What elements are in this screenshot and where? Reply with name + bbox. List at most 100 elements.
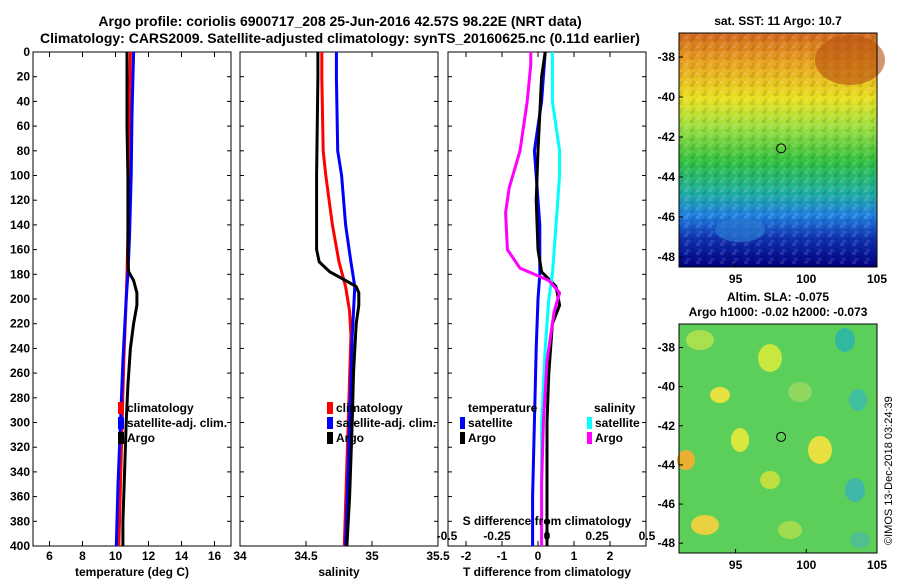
sst-cool-eddy	[715, 218, 765, 242]
difference-legend: temperature satellite Argo salinity sate…	[460, 401, 640, 445]
salinity-chart: 34 34.5 35 35.5 salinity climatology satell…	[233, 52, 450, 579]
x-tick-label: 16	[208, 549, 222, 563]
salinity-legend: climatology satellite-adj. clim. Argo	[327, 401, 436, 445]
series-line-satellite-adj-clim-	[334, 52, 357, 547]
x-tick-label: 35.5	[426, 549, 450, 563]
t-difference-x-label: T difference from climatology	[463, 565, 631, 579]
map-y-tick-label: -38	[658, 340, 676, 354]
map-y-tick-label: -44	[658, 458, 676, 472]
x-tick-label: -1	[497, 549, 508, 563]
map-y-tick-label: -48	[658, 250, 676, 264]
legend-swatch-climatology	[118, 402, 124, 414]
sst-warm-patch	[815, 35, 885, 85]
sst-map: sat. SST: 11 Argo: 10.7 95 100 105 -38 -40 -4…	[658, 14, 888, 286]
depth-tick-label: 240	[10, 341, 30, 355]
map-y-tick-label: -40	[658, 90, 676, 104]
map-y-tick-label: -46	[658, 210, 676, 224]
x-tick-label: 12	[142, 549, 156, 563]
depth-tick-label: 200	[10, 292, 30, 306]
depth-tick-label: 260	[10, 366, 30, 380]
legend-group-salinity: salinity	[594, 401, 636, 415]
depth-tick-label: 300	[10, 416, 30, 430]
figure-title-line2: Climatology: CARS2009. Satellite-adjuste…	[40, 30, 640, 46]
depth-tick-label: 400	[10, 539, 30, 553]
figure-title-line1: Argo profile: coriolis 6900717_208 25-Ju…	[98, 13, 581, 29]
sla-eddies	[677, 328, 870, 548]
map-y-tick-label: -38	[658, 50, 676, 64]
legend-label-t-satellite: satellite	[468, 416, 513, 430]
s-diff-tick-label: -0.25	[483, 529, 511, 543]
sla-map-title: Altim. SLA: -0.075	[727, 290, 829, 304]
legend-label-t-argo: Argo	[468, 431, 496, 445]
x-tick-label: 35	[365, 549, 379, 563]
legend-swatch-t-satellite	[460, 417, 465, 429]
temperature-x-label: temperature (deg C)	[75, 565, 189, 579]
legend-swatch-satellite-adj	[327, 417, 333, 429]
sla-map-frame	[678, 323, 878, 554]
legend-label-satellite-adj: satellite-adj. clim.	[336, 416, 436, 430]
legend-swatch-s-argo	[587, 432, 592, 444]
x-tick-label: -2	[461, 549, 472, 563]
map-y-tick-label: -44	[658, 170, 676, 184]
depth-tick-label: 100	[10, 169, 30, 183]
map-y-tick-label: -40	[658, 380, 676, 394]
x-tick-label: 1	[571, 549, 578, 563]
legend-swatch-climatology	[327, 402, 333, 414]
depth-tick-label: 140	[10, 218, 30, 232]
map-y-tick-label: -46	[658, 497, 676, 511]
difference-chart: -2 -1 0 1 2 T difference from climatology S …	[437, 51, 656, 579]
legend-swatch-t-argo	[460, 432, 465, 444]
temperature-legend: climatology satellite-adj. clim. Argo	[118, 401, 227, 445]
legend-label-climatology: climatology	[336, 401, 403, 415]
legend-swatch-argo	[327, 432, 333, 444]
depth-tick-label: 40	[17, 94, 31, 108]
temperature-chart: 6 8 10 12 14 16 temperature (deg C) climatolo…	[46, 51, 227, 579]
map-y-tick-label: -42	[658, 419, 676, 433]
series-line-satellite	[531, 51, 547, 546]
map-x-tick-label: 105	[867, 558, 887, 572]
x-tick-label: 34	[233, 549, 247, 563]
x-tick-label: 0	[535, 549, 542, 563]
x-tick-label: 14	[175, 549, 189, 563]
depth-tick-label: 360	[10, 490, 30, 504]
depth-tick-label: 80	[17, 144, 31, 158]
legend-label-s-argo: Argo	[595, 431, 623, 445]
map-y-tick-label: -42	[658, 130, 676, 144]
depth-axis: 0 20 40 60 80 100 120 140 160 180 200 220 240 260 280 3…	[10, 45, 646, 553]
depth-tick-label: 160	[10, 243, 30, 257]
depth-tick-label: 120	[10, 193, 30, 207]
legend-label-climatology: climatology	[127, 401, 194, 415]
map-x-tick-label: 95	[729, 272, 743, 286]
depth-tick-label: 340	[10, 465, 30, 479]
x-tick-label: 34.5	[294, 549, 318, 563]
sla-map-subtitle: Argo h1000: -0.02 h2000: -0.073	[689, 305, 868, 319]
s-diff-tick-label: -0.5	[437, 529, 458, 543]
depth-tick-label: 280	[10, 391, 30, 405]
series-line-argo	[121, 52, 139, 546]
series-line-argo	[315, 52, 361, 547]
map-x-tick-label: 105	[867, 272, 887, 286]
map-x-tick-label: 95	[729, 558, 743, 572]
x-tick-label: 6	[46, 549, 53, 563]
depth-tick-label: 60	[17, 119, 31, 133]
depth-tick-label: 380	[10, 514, 30, 528]
map-x-tick-label: 100	[796, 558, 816, 572]
map-y-tick-label: -48	[658, 536, 676, 550]
sla-map: Altim. SLA: -0.075 Argo h1000: -0.02 h20…	[658, 290, 888, 572]
legend-label-argo: Argo	[127, 431, 155, 445]
legend-label-argo: Argo	[336, 431, 364, 445]
sst-map-title: sat. SST: 11 Argo: 10.7	[714, 14, 842, 28]
depth-tick-label: 180	[10, 267, 30, 281]
legend-group-temperature: temperature	[468, 401, 538, 415]
imos-credit: ©IMOS 13-Dec-2018 03:24:39	[883, 396, 895, 545]
x-tick-label: 2	[607, 549, 614, 563]
depth-tick-label: 220	[10, 317, 30, 331]
sst-map-frame	[678, 32, 878, 268]
legend-label-satellite-adj: satellite-adj. clim.	[127, 416, 227, 430]
legend-swatch-s-satellite	[587, 417, 592, 429]
series-line-argo	[504, 52, 562, 546]
salinity-x-label: salinity	[318, 565, 360, 579]
x-tick-label: 10	[109, 549, 123, 563]
depth-tick-label: 320	[10, 440, 30, 454]
